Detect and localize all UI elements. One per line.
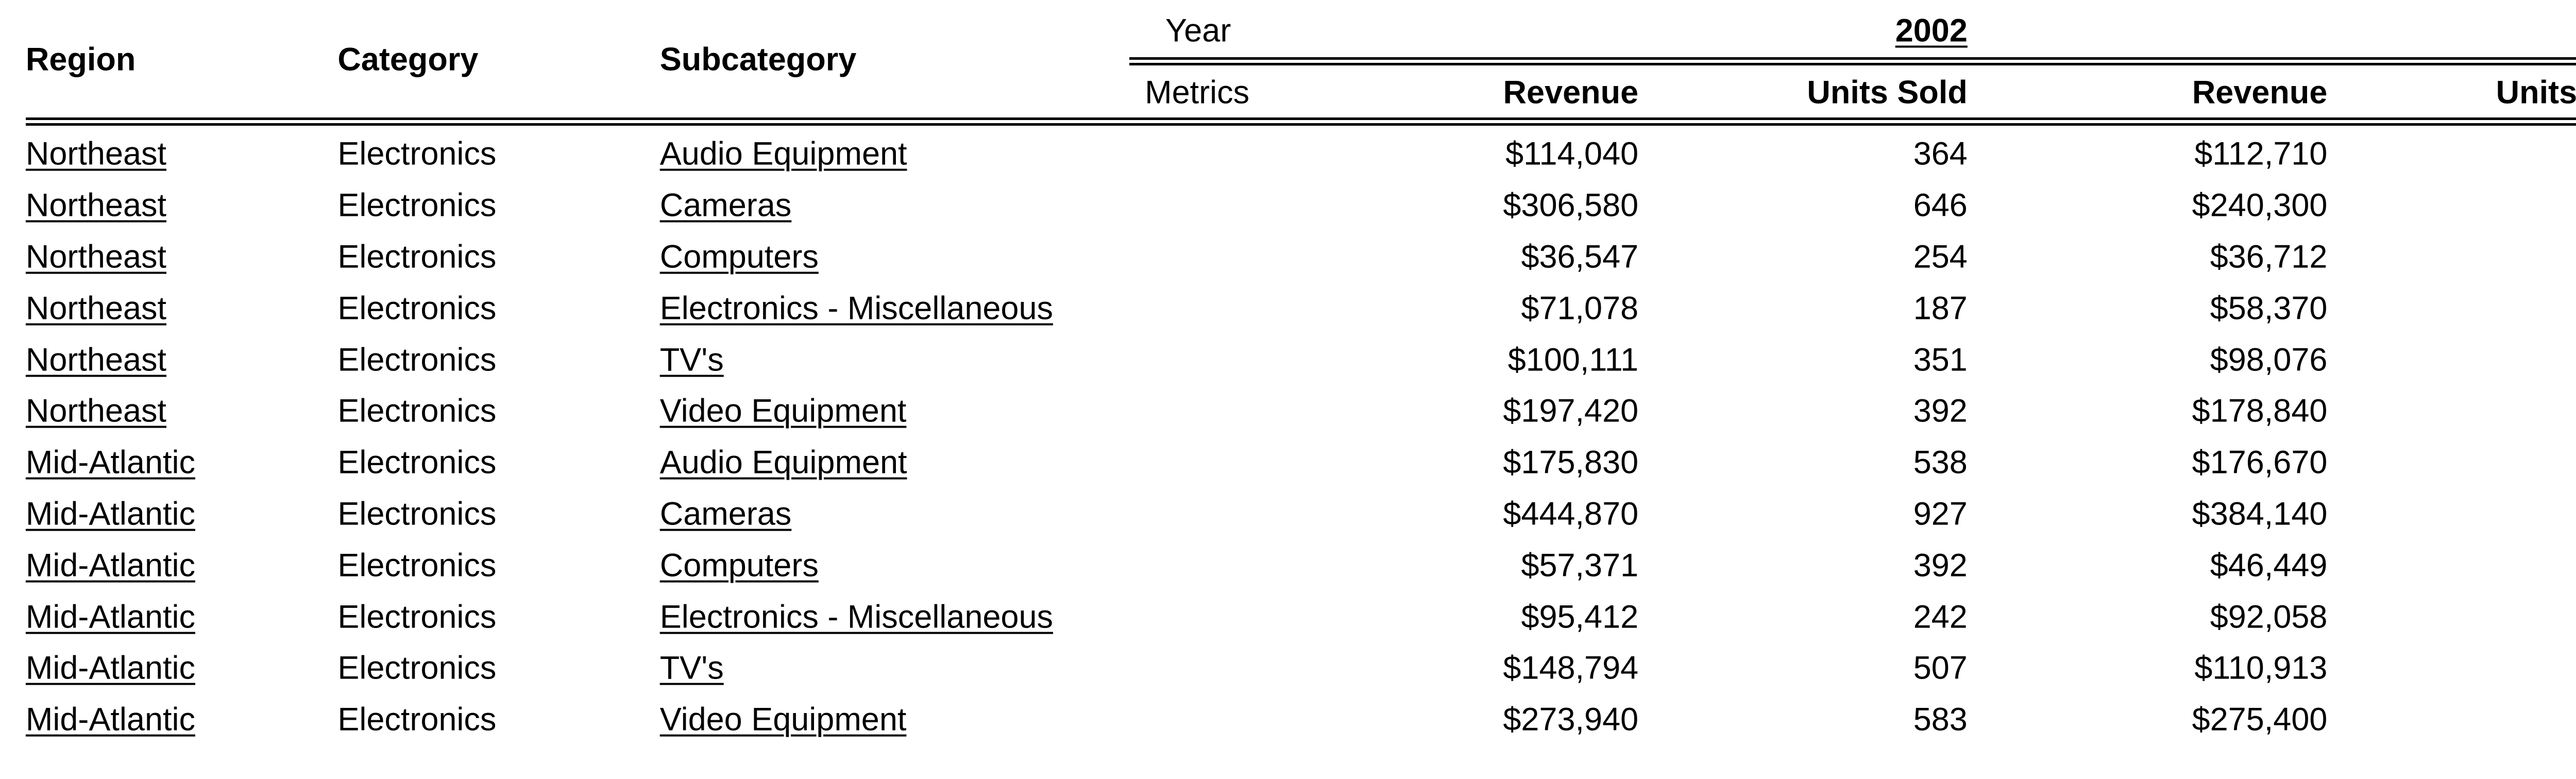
units-cell: 254: [1913, 239, 1968, 275]
metric-header: Revenue: [2192, 74, 2328, 111]
revenue-cell: $114,040: [1505, 136, 1639, 172]
metrics-label: Metrics: [1145, 74, 1250, 111]
category-cell: Electronics: [337, 342, 497, 378]
units-cell: 351: [1913, 342, 1968, 378]
region-link[interactable]: Mid-Atlantic: [25, 599, 195, 635]
units-cell: 646: [1913, 187, 1968, 224]
revenue-cell: $92,058: [2210, 599, 2328, 635]
units-cell: 187: [1913, 290, 1968, 327]
category-cell: Electronics: [337, 701, 497, 738]
units-cell: 538: [1913, 444, 1968, 481]
revenue-cell: $110,913: [2194, 650, 2328, 686]
region-link[interactable]: Northeast: [25, 187, 167, 224]
revenue-cell: $240,300: [2192, 187, 2328, 224]
revenue-cell: $384,140: [2192, 496, 2328, 532]
region-header: Region: [25, 41, 136, 78]
revenue-cell: $100,111: [1507, 342, 1639, 378]
metric-header: Revenue: [1503, 74, 1639, 111]
subcategory-link[interactable]: Electronics - Miscellaneous: [659, 599, 1053, 635]
category-cell: Electronics: [337, 239, 497, 275]
subcategory-header: Subcategory: [659, 41, 857, 78]
subcategory-link[interactable]: Video Equipment: [659, 393, 907, 429]
revenue-cell: $306,580: [1503, 187, 1639, 224]
region-link[interactable]: Northeast: [25, 239, 167, 275]
revenue-cell: $275,400: [2192, 701, 2328, 738]
subcategory-link[interactable]: Cameras: [659, 187, 792, 224]
revenue-cell: $57,371: [1521, 547, 1639, 584]
category-cell: Electronics: [337, 187, 497, 224]
subcategory-link[interactable]: Computers: [659, 239, 819, 275]
category-header: Category: [337, 41, 479, 78]
region-link[interactable]: Northeast: [25, 290, 167, 327]
category-cell: Electronics: [337, 547, 497, 584]
revenue-cell: $112,710: [2194, 136, 2328, 172]
rule: [1129, 63, 2576, 66]
region-link[interactable]: Northeast: [25, 342, 167, 378]
revenue-cell: $46,449: [2210, 547, 2328, 584]
revenue-cell: $175,830: [1503, 444, 1639, 481]
region-link[interactable]: Mid-Atlantic: [25, 650, 195, 686]
subcategory-link[interactable]: Computers: [659, 547, 819, 584]
region-link[interactable]: Northeast: [25, 136, 167, 172]
year-label: Year: [1165, 12, 1231, 49]
region-link[interactable]: Northeast: [25, 393, 167, 429]
units-cell: 927: [1913, 496, 1968, 532]
region-link[interactable]: Mid-Atlantic: [25, 547, 195, 584]
year-header: 2002: [1895, 12, 1968, 49]
category-cell: Electronics: [337, 290, 497, 327]
category-cell: Electronics: [337, 393, 497, 429]
metric-header: Units Sold: [1807, 74, 1968, 111]
units-cell: 242: [1913, 599, 1968, 635]
region-link[interactable]: Mid-Atlantic: [25, 444, 195, 481]
category-cell: Electronics: [337, 650, 497, 686]
category-cell: Electronics: [337, 496, 497, 532]
rule: [1129, 57, 2576, 60]
subcategory-link[interactable]: Video Equipment: [659, 701, 907, 738]
units-cell: 364: [1913, 136, 1968, 172]
subcategory-link[interactable]: TV's: [659, 342, 724, 378]
revenue-cell: $98,076: [2210, 342, 2328, 378]
revenue-cell: $95,412: [1521, 599, 1639, 635]
rule: [25, 123, 2576, 126]
revenue-cell: $58,370: [2210, 290, 2328, 327]
category-cell: Electronics: [337, 136, 497, 172]
revenue-cell: $178,840: [2192, 393, 2328, 429]
units-cell: 392: [1913, 393, 1968, 429]
revenue-cell: $36,712: [2210, 239, 2328, 275]
revenue-cell: $148,794: [1503, 650, 1639, 686]
subcategory-link[interactable]: Audio Equipment: [659, 444, 907, 481]
subcategory-link[interactable]: Audio Equipment: [659, 136, 907, 172]
revenue-cell: $36,547: [1521, 239, 1639, 275]
revenue-cell: $197,420: [1503, 393, 1639, 429]
units-cell: 392: [1913, 547, 1968, 584]
revenue-cell: $71,078: [1521, 290, 1639, 327]
category-cell: Electronics: [337, 599, 497, 635]
revenue-cell: $273,940: [1503, 701, 1639, 738]
revenue-cell: $176,670: [2192, 444, 2328, 481]
units-cell: 507: [1913, 650, 1968, 686]
revenue-cell: $444,870: [1503, 496, 1639, 532]
rule: [25, 117, 2576, 120]
region-link[interactable]: Mid-Atlantic: [25, 701, 195, 738]
category-cell: Electronics: [337, 444, 497, 481]
subcategory-link[interactable]: TV's: [659, 650, 724, 686]
units-cell: 583: [1913, 701, 1968, 738]
metric-header: Units Sold: [2496, 74, 2576, 111]
subcategory-link[interactable]: Electronics - Miscellaneous: [659, 290, 1053, 327]
subcategory-link[interactable]: Cameras: [659, 496, 792, 532]
region-link[interactable]: Mid-Atlantic: [25, 496, 195, 532]
